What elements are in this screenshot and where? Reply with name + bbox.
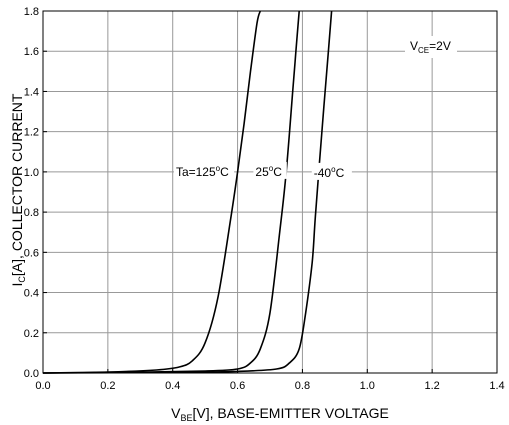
condition-main: V <box>410 39 418 53</box>
curves <box>42 10 333 374</box>
y-tick-label: 0.8 <box>24 207 39 219</box>
y-axis-title-rest: [A], COLLECTOR CURRENT <box>9 93 25 276</box>
tick-labels: 0.0 0.2 0.4 0.6 0.8 1.0 1.2 1.4 0.0 0.2 0.4 0.6 0.8 1… <box>24 6 505 392</box>
condition-label-bg <box>405 36 457 58</box>
x-tick-label: 0.8 <box>295 380 310 392</box>
x-tick-label: 0.2 <box>100 380 115 392</box>
x-axis-title-main: V <box>171 405 181 421</box>
y-tick-label: 0.6 <box>24 247 39 259</box>
x-tick-label: 0.6 <box>230 380 245 392</box>
x-axis-title: VBE[V], BASE-EMITTER VOLTAGE <box>171 405 389 423</box>
series-label-bg <box>311 162 352 180</box>
y-tick-label: 0.0 <box>24 368 39 380</box>
y-axis-title: IC[A], COLLECTOR CURRENT <box>9 93 27 286</box>
x-tick-label: 0.4 <box>165 380 180 392</box>
y-tick-label: 0.4 <box>24 288 39 300</box>
condition-sub: CE <box>418 46 429 55</box>
y-tick-label: 1.8 <box>24 6 39 18</box>
series-label-bg <box>173 161 235 179</box>
x-tick-label: 1.4 <box>489 380 504 392</box>
x-tick-label: 1.0 <box>360 380 375 392</box>
series-label-0: Ta=125oC <box>176 164 229 179</box>
condition-rest: =2V <box>429 39 451 53</box>
condition-label: VCE=2V <box>405 36 457 58</box>
y-axis-title-main: I <box>9 283 25 287</box>
series-label-bg <box>253 161 287 179</box>
x-axis-title-rest: [V], BASE-EMITTER VOLTAGE <box>193 405 389 421</box>
condition-text: VCE=2V <box>410 39 451 55</box>
y-axis-title-sub: C <box>17 276 27 283</box>
series-line-2 <box>42 10 333 374</box>
series-label-2: -40oC <box>314 165 345 180</box>
y-tick-label: 1.4 <box>24 86 39 98</box>
x-tick-label: 0.0 <box>35 380 50 392</box>
curve-labels: Ta=125oC 25oC -40oC <box>173 161 352 180</box>
x-axis-title-sub: BE <box>181 413 193 423</box>
grid-lines <box>42 10 498 374</box>
y-tick-label: 1.2 <box>24 127 39 139</box>
x-tick-label: 1.2 <box>424 380 439 392</box>
y-tick-label: 1.6 <box>24 46 39 58</box>
series-line-1 <box>42 10 300 374</box>
plot-frame <box>42 10 498 374</box>
y-tick-label: 1.0 <box>24 167 39 179</box>
y-tick-label: 0.2 <box>24 328 39 340</box>
series-line-0 <box>42 10 262 374</box>
series-label-1: 25oC <box>255 164 282 179</box>
